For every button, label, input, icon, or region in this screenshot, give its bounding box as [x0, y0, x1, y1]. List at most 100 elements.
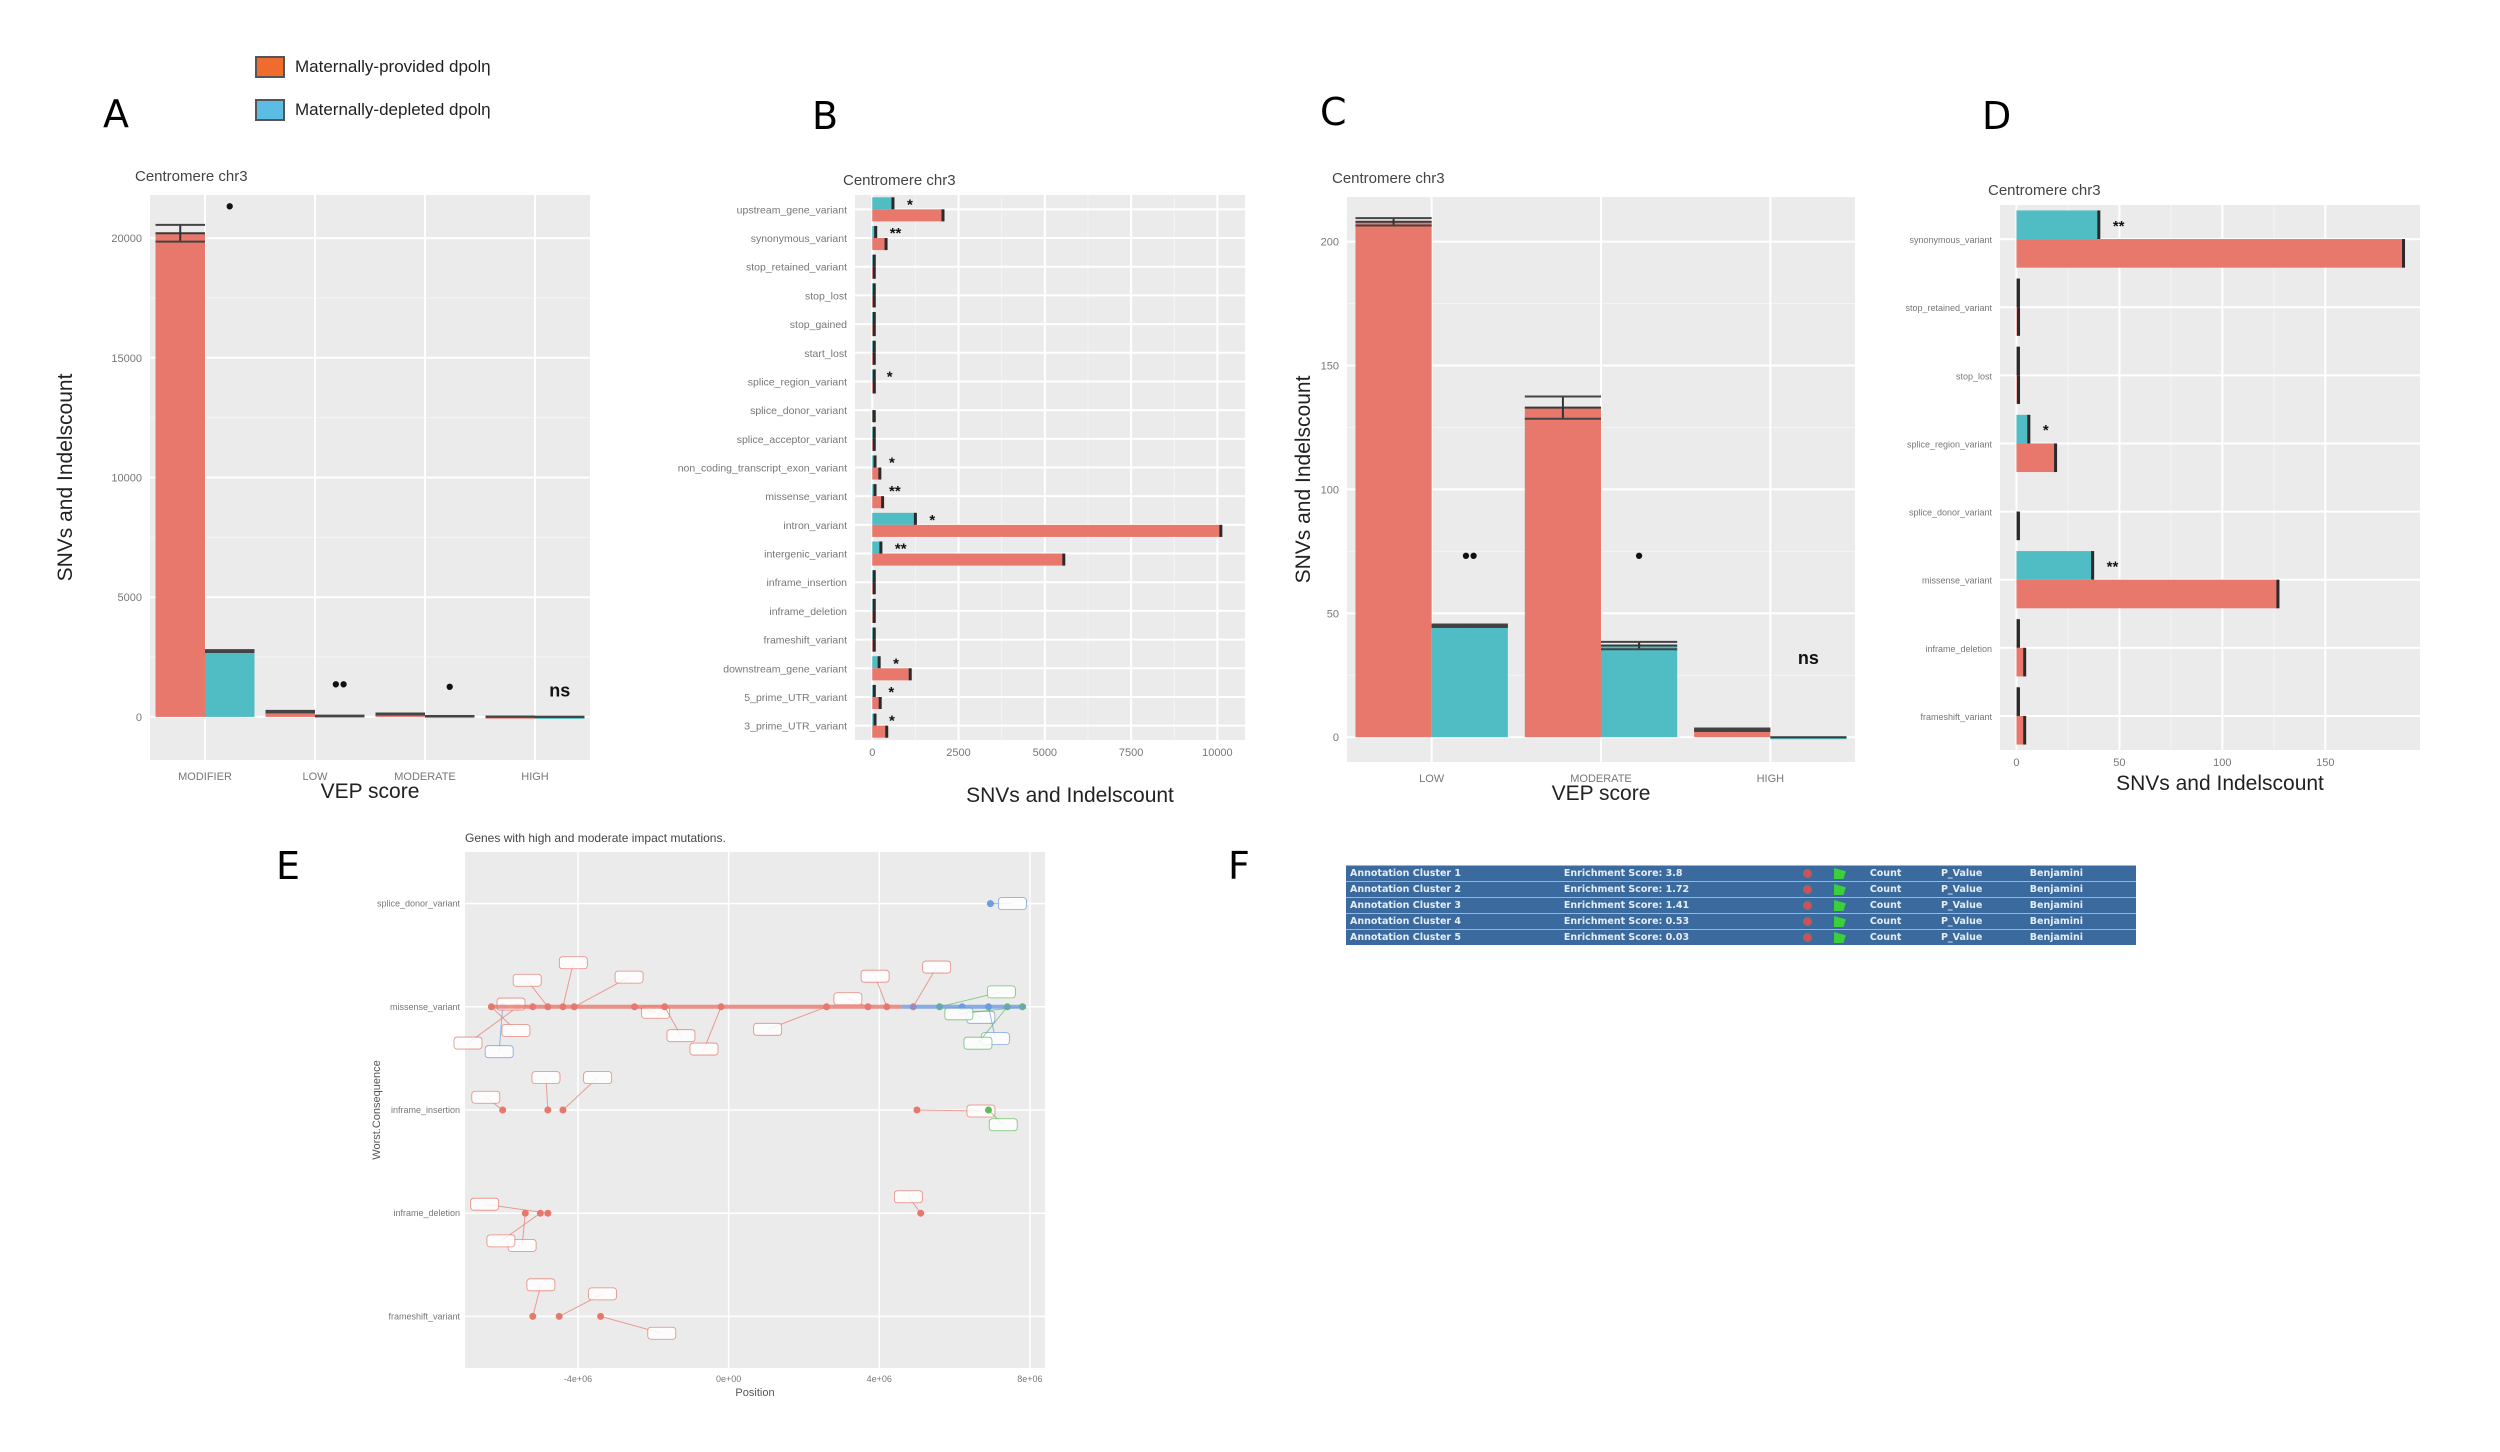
y-tick-label: 20000	[111, 233, 142, 245]
cluster-chart-cell[interactable]	[1829, 881, 1866, 898]
bar-depleted	[2016, 551, 2093, 580]
column-header-count: Count	[1865, 865, 1937, 882]
significance-label: *	[889, 454, 895, 471]
bar-provided	[872, 238, 887, 251]
gene-label-box	[614, 970, 644, 984]
cluster-report-icon[interactable]	[1803, 901, 1813, 910]
data-point	[529, 1312, 537, 1320]
panel-letter-e: E	[276, 844, 301, 888]
cluster-chart-icon[interactable]	[1833, 884, 1846, 895]
cluster-chart-icon[interactable]	[1833, 868, 1846, 879]
y-tick-label: synonymous_variant	[1909, 235, 1992, 245]
cluster-report-icon[interactable]	[1803, 933, 1813, 942]
legend-item-depleted: Maternally-depleted dpolη	[255, 99, 491, 121]
bar-depleted	[872, 197, 893, 210]
column-header-pvalue: P_Value	[1936, 897, 2026, 914]
cluster-chart-cell[interactable]	[1829, 865, 1866, 882]
bar-provided	[2016, 239, 2404, 268]
significance-label: ••	[332, 672, 347, 697]
significance-label: **	[2113, 218, 2125, 235]
cluster-report-cell[interactable]	[1799, 897, 1830, 914]
bar-provided	[872, 496, 883, 509]
panel-letter-f: F	[1228, 844, 1250, 888]
gene-label-box	[486, 1234, 516, 1248]
data-point	[544, 1106, 552, 1114]
x-tick-label: 0	[2013, 757, 2019, 769]
cluster-report-icon[interactable]	[1803, 917, 1813, 926]
cluster-report-cell[interactable]	[1799, 929, 1830, 945]
gene-label-leader	[498, 1006, 504, 1052]
gene-label-box	[860, 969, 890, 983]
bar-provided	[872, 209, 944, 222]
enrichment-score: Enrichment Score: 1.72	[1559, 881, 1800, 898]
cluster-chart-icon[interactable]	[1833, 932, 1846, 943]
x-tick-label: LOW	[1419, 773, 1445, 785]
significance-label: •	[1635, 543, 1643, 568]
column-header-benjamini: Benjamini	[2025, 929, 2136, 945]
gene-label-box	[526, 1278, 556, 1292]
bar-depleted	[2016, 210, 2099, 240]
y-axis-title: SNVs and Indelscount	[54, 373, 77, 581]
plot-background	[2000, 205, 2420, 750]
x-tick-label: 0	[869, 747, 875, 759]
cluster-report-icon[interactable]	[1803, 885, 1813, 894]
cluster-report-cell[interactable]	[1799, 881, 1830, 898]
gene-label-box	[988, 1118, 1018, 1132]
x-tick-label: LOW	[302, 771, 328, 783]
gene-label-box	[647, 1326, 677, 1340]
x-tick-label: 4e+06	[867, 1374, 892, 1384]
y-tick-label: 100	[1321, 484, 1339, 496]
y-tick-label: inframe_deletion	[1925, 644, 1992, 654]
cluster-report-cell[interactable]	[1799, 865, 1830, 882]
gene-label-box	[471, 1090, 501, 1104]
chart-title: Centromere chr3	[843, 172, 956, 189]
panel-letter-b: B	[812, 94, 839, 138]
legend-label-depleted: Maternally-depleted dpolη	[295, 100, 491, 119]
column-header-pvalue: P_Value	[1936, 881, 2026, 898]
cluster-chart-icon[interactable]	[1833, 900, 1846, 911]
significance-label: •	[446, 674, 454, 699]
cluster-name: Annotation Cluster 4	[1346, 913, 1560, 930]
data-point	[499, 1106, 507, 1114]
y-tick-label: 0	[1333, 732, 1339, 744]
x-tick-label: -4e+06	[564, 1374, 592, 1384]
gene-label-box	[470, 1197, 500, 1211]
significance-label: *	[929, 512, 935, 529]
chart-d-consequence-bar: Centromere chr3 0 50 100 150 synonymous_varia…	[1905, 182, 2420, 795]
cluster-chart-cell[interactable]	[1829, 897, 1866, 914]
cluster-name: Annotation Cluster 3	[1346, 897, 1560, 914]
bar-provided	[872, 668, 911, 681]
bar-provided	[872, 725, 887, 738]
chart-title: Genes with high and moderate impact muta…	[465, 831, 726, 845]
gene-label-box	[833, 992, 863, 1006]
bar-provided	[872, 467, 880, 480]
significance-label: **	[890, 225, 902, 242]
cluster-header: Annotation Cluster 2 Enrichment Score: 1.…	[1346, 881, 2136, 898]
gene-label-box	[453, 1036, 483, 1050]
x-tick-label: 10000	[1202, 747, 1233, 759]
y-tick-label: stop_lost	[1956, 371, 1993, 381]
chart-b-consequence-bar: Centromere chr3 0 2500 5000 7500 10000 upstrea…	[678, 172, 1245, 807]
significance-label: *	[887, 368, 893, 385]
column-header-pvalue: P_Value	[1936, 929, 2026, 945]
cluster-report-cell[interactable]	[1799, 913, 1830, 930]
cluster-header: Annotation Cluster 4 Enrichment Score: 0.…	[1346, 913, 2136, 930]
cluster-chart-cell[interactable]	[1829, 913, 1866, 930]
bar-provided	[265, 711, 315, 717]
y-tick-label: stop_retained_variant	[746, 262, 847, 274]
cluster-report-icon[interactable]	[1803, 869, 1813, 878]
bar-depleted	[872, 541, 881, 554]
y-tick-label: splice_donor_variant	[377, 899, 461, 909]
cluster-chart-cell[interactable]	[1829, 929, 1866, 945]
y-tick-label: 10000	[111, 473, 142, 485]
gene-label-leader	[562, 962, 574, 1007]
gene-label-box	[944, 1007, 974, 1021]
cluster-header: Annotation Cluster 3 Enrichment Score: 1.…	[1346, 897, 2136, 914]
bar-depleted	[872, 512, 916, 525]
chart-a-vep-score-bar: Centromere chr3 0 5000 10000 15000 20000 MODIF…	[54, 168, 590, 803]
bar-provided	[2016, 579, 2278, 609]
cluster-chart-icon[interactable]	[1833, 916, 1846, 927]
y-tick-label: frameshift_variant	[1920, 712, 1992, 722]
x-tick-label: MODIFIER	[178, 771, 232, 783]
legend-swatch-depleted	[255, 99, 285, 121]
